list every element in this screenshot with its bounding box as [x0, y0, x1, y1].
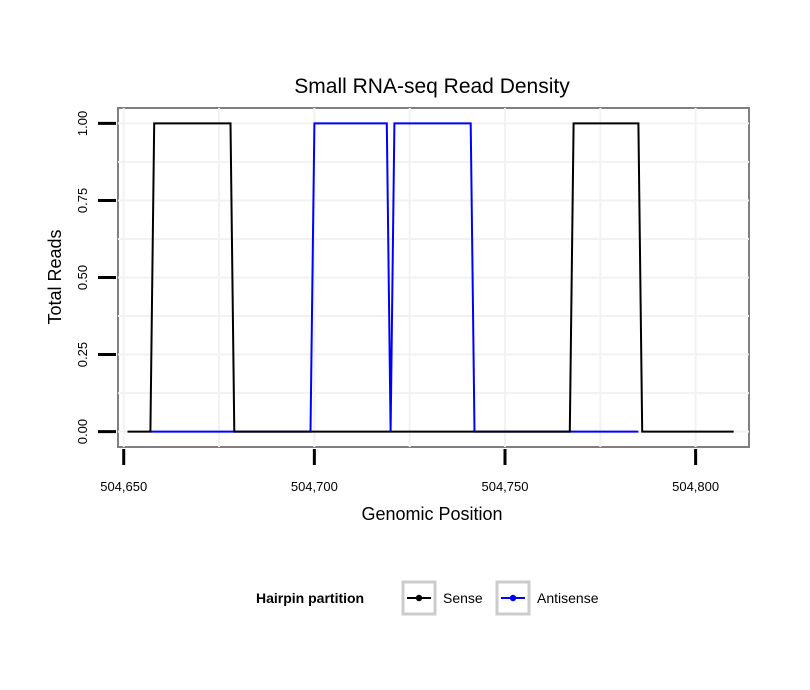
- y-tick-label: 0.25: [75, 342, 90, 367]
- y-tick-label: 0.00: [75, 419, 90, 444]
- series-line-sense: [127, 122, 734, 433]
- y-tick-label: 0.75: [75, 188, 90, 213]
- legend-label: Sense: [443, 590, 483, 606]
- y-tick-label: 1.00: [75, 111, 90, 136]
- legend-key-point: [509, 594, 517, 602]
- legend-label: Antisense: [537, 590, 599, 606]
- legend-title: Hairpin partition: [256, 590, 364, 606]
- legend: Hairpin partition Sense Antisense: [256, 580, 599, 616]
- x-tick-label: 504,800: [672, 479, 719, 494]
- x-axis-label: Genomic Position: [361, 504, 502, 524]
- x-tick-label: 504,750: [481, 479, 528, 494]
- legend-key-point: [415, 594, 423, 602]
- chart-title: Small RNA-seq Read Density: [294, 75, 570, 98]
- x-axis: 504,650 504,700 504,750 504,800: [100, 449, 719, 494]
- y-axis: 0.00 0.25 0.50 0.75 1.00: [75, 111, 116, 444]
- y-axis-label: Total Reads: [45, 229, 65, 324]
- grid-lines: [118, 108, 749, 447]
- y-tick-label: 0.50: [75, 265, 90, 290]
- series-lines: [127, 122, 734, 433]
- x-tick-label: 504,700: [291, 479, 338, 494]
- x-tick-label: 504,650: [100, 479, 147, 494]
